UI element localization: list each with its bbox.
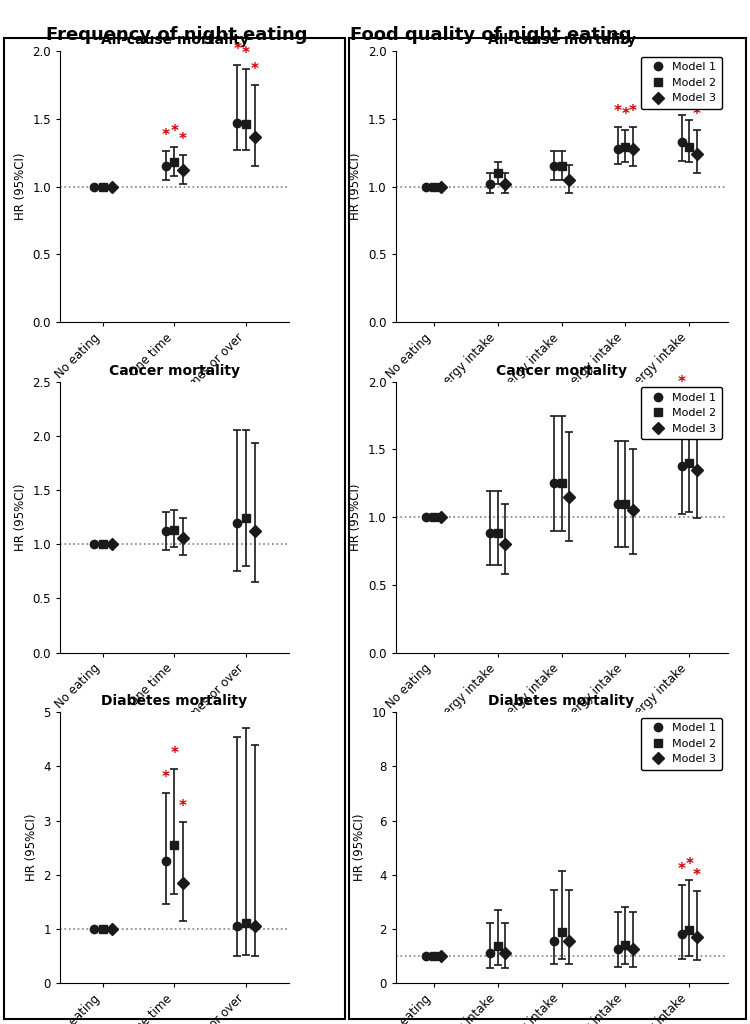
Text: *: * bbox=[677, 375, 686, 390]
Text: *: * bbox=[629, 103, 637, 119]
Text: *: * bbox=[614, 103, 622, 119]
Y-axis label: HR (95%CI): HR (95%CI) bbox=[13, 153, 27, 220]
Text: Frequency of night eating: Frequency of night eating bbox=[46, 26, 307, 44]
Title: Diabetes mortality: Diabetes mortality bbox=[101, 694, 248, 709]
Text: *: * bbox=[242, 46, 250, 60]
Text: *: * bbox=[251, 61, 259, 77]
Text: *: * bbox=[162, 770, 170, 785]
Text: *: * bbox=[621, 106, 629, 122]
Text: *: * bbox=[693, 106, 700, 122]
Title: All-cause mortality: All-cause mortality bbox=[100, 33, 248, 47]
Text: *: * bbox=[170, 124, 178, 139]
Legend: Model 1, Model 2, Model 3: Model 1, Model 2, Model 3 bbox=[641, 56, 722, 109]
Text: *: * bbox=[170, 745, 178, 761]
Y-axis label: HR (95%CI): HR (95%CI) bbox=[13, 483, 27, 551]
Text: *: * bbox=[179, 799, 187, 814]
Legend: Model 1, Model 2, Model 3: Model 1, Model 2, Model 3 bbox=[641, 718, 722, 770]
Title: All-cause mortality: All-cause mortality bbox=[488, 33, 635, 47]
Title: Cancer mortality: Cancer mortality bbox=[496, 364, 627, 378]
Text: *: * bbox=[677, 92, 686, 106]
Y-axis label: HR (95%CI): HR (95%CI) bbox=[350, 483, 362, 551]
Y-axis label: HR (95%CI): HR (95%CI) bbox=[353, 814, 366, 882]
Text: Food quality of night eating: Food quality of night eating bbox=[350, 26, 632, 44]
Text: *: * bbox=[677, 862, 686, 877]
Text: *: * bbox=[233, 42, 242, 56]
Text: *: * bbox=[686, 97, 693, 113]
Y-axis label: HR (95%CI): HR (95%CI) bbox=[25, 814, 38, 882]
Text: *: * bbox=[179, 132, 187, 147]
Y-axis label: HR (95%CI): HR (95%CI) bbox=[350, 153, 362, 220]
Title: Diabetes mortality: Diabetes mortality bbox=[488, 694, 634, 709]
Text: *: * bbox=[686, 857, 693, 872]
Title: Cancer mortality: Cancer mortality bbox=[109, 364, 240, 378]
Text: *: * bbox=[693, 867, 700, 883]
Text: *: * bbox=[162, 128, 170, 143]
Legend: Model 1, Model 2, Model 3: Model 1, Model 2, Model 3 bbox=[641, 387, 722, 439]
